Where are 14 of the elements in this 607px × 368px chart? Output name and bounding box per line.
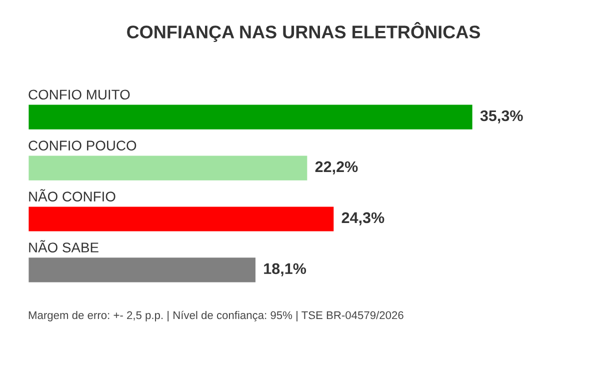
y-tick-label: NÃO CONFIO [29, 189, 116, 202]
data-label: 35,3% [480, 110, 523, 124]
y-tick-label: CONFIO MUITO [28, 90, 130, 100]
text: Margem de erro: +- 2,5 p.p. | Nível de confiança: 95% | TSE BR-04579/2026 [28, 310, 404, 322]
bar [28, 103, 474, 131]
bar [28, 205, 336, 233]
bar [28, 256, 257, 284]
y-tick-label: NÃO SABE [29, 240, 98, 252]
data-label: 22,2% [315, 161, 358, 174]
chart-title: CONFIANÇA NAS URNAS ELETRÔNICAS [127, 22, 480, 42]
data-label: 24,3% [342, 212, 384, 226]
y-tick-label: CONFIO POUCO [28, 140, 136, 151]
data-label: 18,1% [264, 263, 306, 276]
bar [28, 154, 309, 182]
